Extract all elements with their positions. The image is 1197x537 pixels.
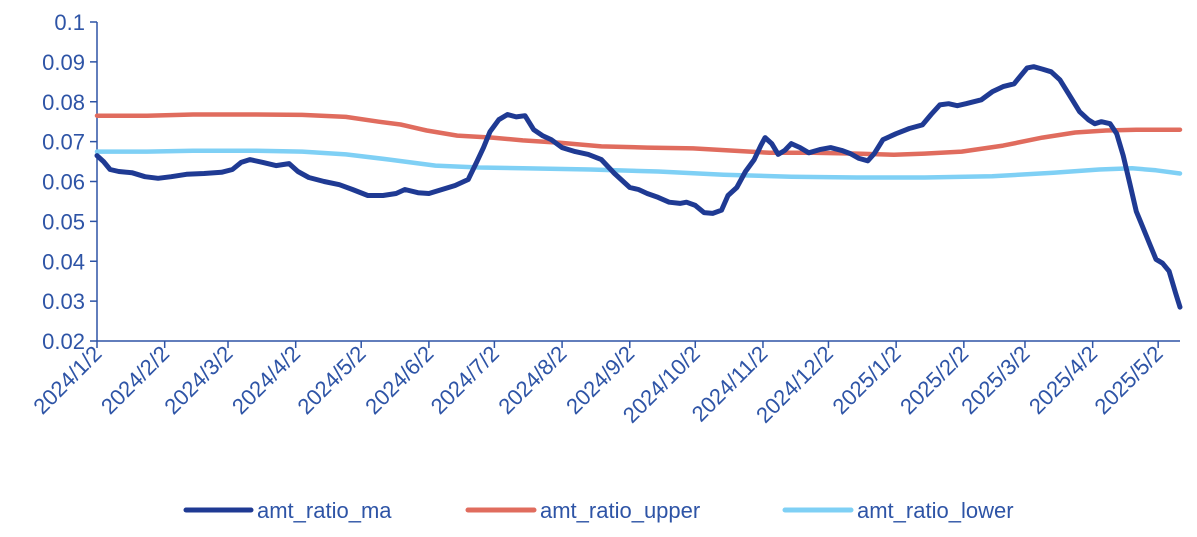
y-tick-label: 0.06 — [42, 170, 85, 195]
y-tick-label: 0.05 — [42, 209, 85, 234]
legend-item-amt-ratio-upper: amt_ratio_upper — [465, 498, 700, 523]
series-line-amt-ratio-upper — [94, 112, 1183, 158]
y-tick-label: 0.09 — [42, 50, 85, 75]
legend-label: amt_ratio_upper — [540, 498, 700, 523]
y-tick-label: 0.08 — [42, 90, 85, 115]
x-tick-label: 2024/5/2 — [293, 341, 371, 419]
x-tick-label: 2024/2/2 — [96, 341, 174, 419]
y-tick-label: 0.02 — [42, 329, 85, 354]
legend-item-amt-ratio-lower: amt_ratio_lower — [782, 498, 1014, 523]
x-tick-label: 2025/1/2 — [827, 341, 905, 419]
y-tick-label: 0.07 — [42, 130, 85, 155]
y-tick-label: 0.1 — [54, 10, 85, 35]
series-line-amt-ratio-lower — [94, 148, 1183, 180]
x-tick-label: 2024/6/2 — [360, 341, 438, 419]
x-tick-label: 2024/4/2 — [227, 341, 305, 419]
y-tick-label: 0.03 — [42, 289, 85, 314]
x-tick-label: 2025/4/2 — [1024, 341, 1102, 419]
legend-label: amt_ratio_lower — [857, 498, 1014, 523]
x-tick-label: 2024/7/2 — [426, 341, 504, 419]
axes: 0.02 0.03 0.04 0.05 0.06 0.07 0.08 0.09 0.1 2024/… — [28, 10, 1180, 428]
legend: amt_ratio_ma amt_ratio_upper amt_ratio_low… — [183, 498, 1014, 523]
series-line-amt-ratio-ma — [94, 64, 1183, 310]
legend-label: amt_ratio_ma — [257, 498, 392, 523]
x-tick-label: 2024/3/2 — [159, 341, 237, 419]
x-tick-label: 2025/5/2 — [1089, 341, 1167, 419]
series-layer — [94, 64, 1183, 310]
x-tick-label: 2025/3/2 — [956, 341, 1034, 419]
x-tick-label: 2024/8/2 — [493, 341, 571, 419]
legend-item-amt-ratio-ma: amt_ratio_ma — [183, 498, 392, 523]
y-tick-label: 0.04 — [42, 249, 85, 274]
